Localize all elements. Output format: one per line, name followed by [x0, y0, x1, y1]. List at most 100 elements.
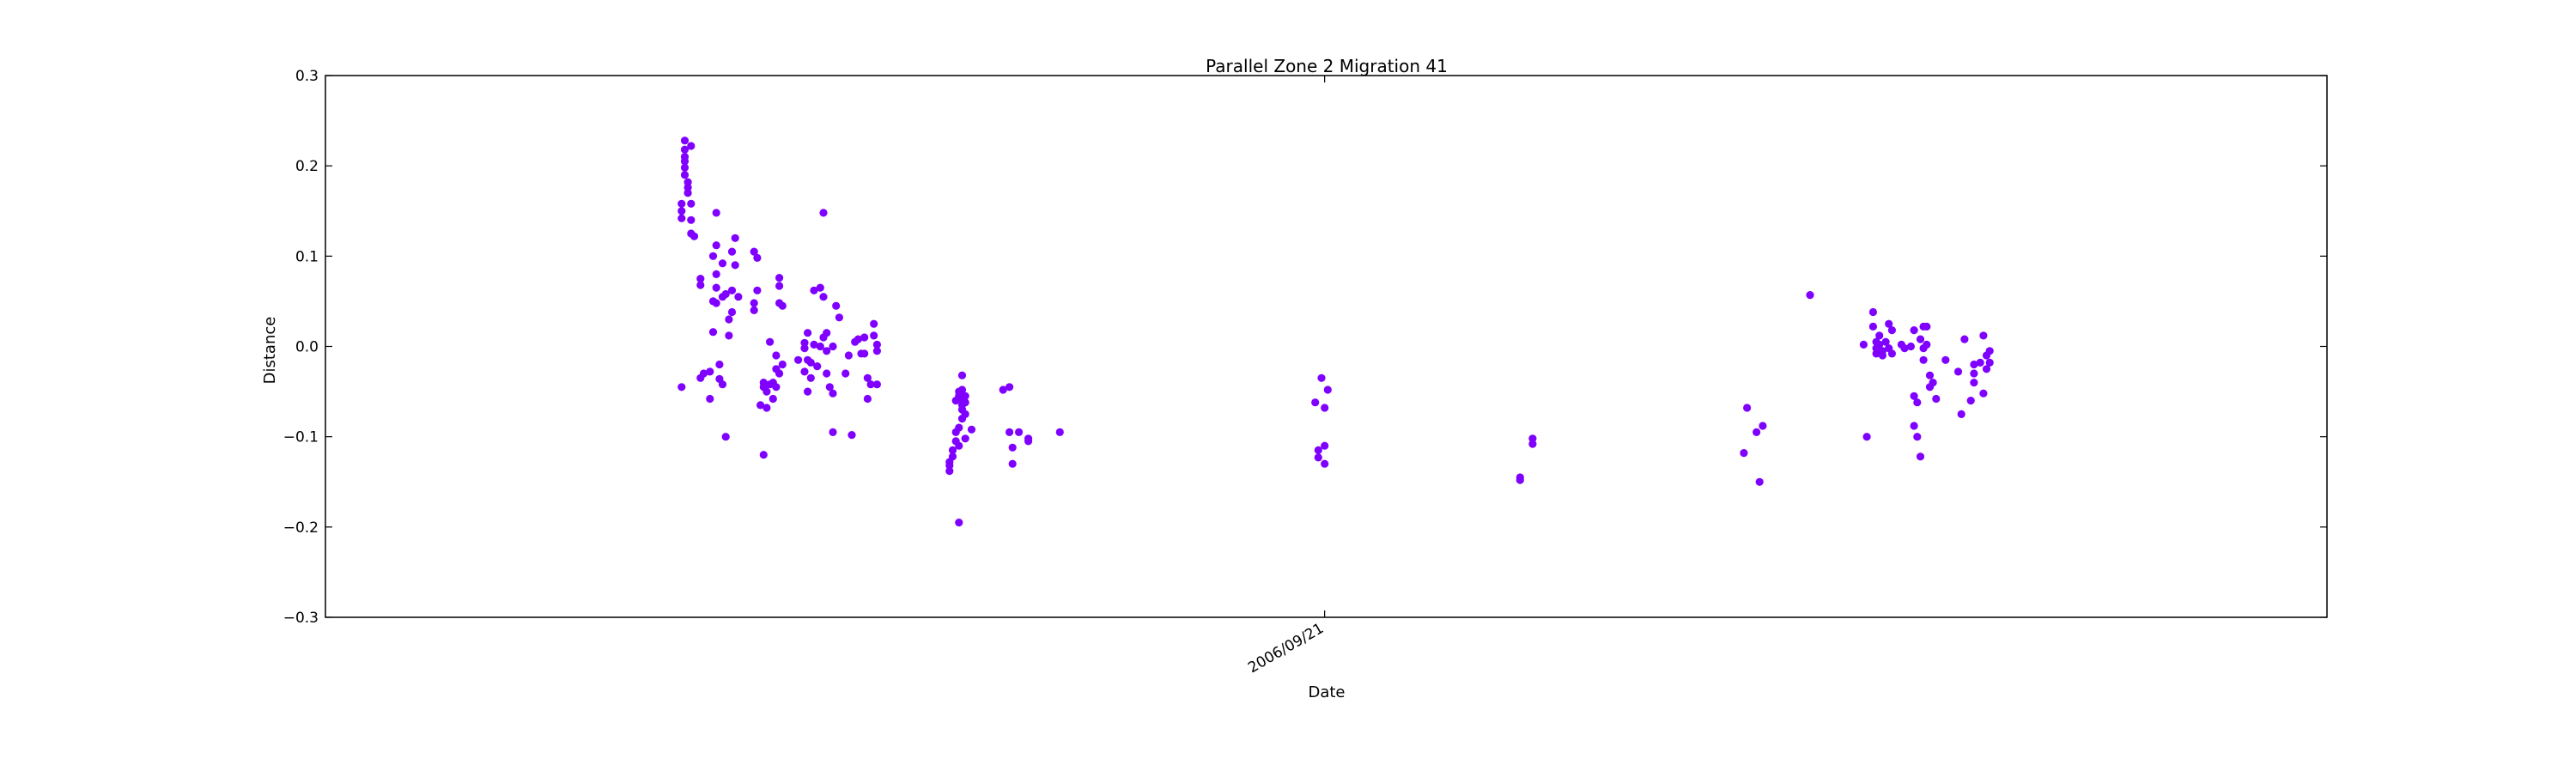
y-axis-ticks: −0.3 −0.2 −0.1 0.0 0.1 0.2 0.3 — [283, 68, 2327, 627]
data-point — [1913, 398, 1922, 407]
data-point — [823, 369, 831, 378]
data-point — [708, 328, 718, 337]
data-point — [683, 178, 692, 186]
data-point — [687, 199, 696, 208]
data-point — [1516, 476, 1524, 484]
data-point — [687, 215, 696, 224]
data-point — [800, 344, 809, 353]
data-point — [819, 209, 828, 217]
data-point — [731, 234, 739, 242]
data-point — [1008, 459, 1017, 468]
data-point — [854, 335, 863, 343]
data-point — [1970, 360, 1978, 369]
data-point — [1875, 331, 1884, 340]
data-point — [844, 351, 854, 360]
data-point — [778, 301, 787, 310]
data-point — [1957, 410, 1965, 418]
data-point — [708, 252, 718, 260]
data-point — [1910, 392, 1918, 400]
data-point — [1317, 373, 1326, 382]
data-point — [680, 157, 690, 166]
data-point — [1868, 322, 1877, 331]
data-point — [1913, 433, 1922, 441]
data-point — [1528, 440, 1537, 448]
data-point — [961, 410, 969, 418]
data-point — [1015, 428, 1024, 436]
data-point — [1900, 344, 1909, 353]
data-point — [769, 394, 777, 404]
data-point — [690, 232, 699, 240]
data-point — [1906, 342, 1915, 351]
data-point — [961, 398, 969, 407]
data-point — [819, 293, 828, 301]
data-point — [829, 389, 837, 398]
y-tick-label: −0.2 — [283, 519, 319, 537]
data-point — [718, 259, 727, 268]
data-point — [1759, 422, 1767, 430]
data-point — [961, 434, 969, 443]
data-point — [816, 283, 824, 292]
data-point — [1743, 404, 1752, 412]
data-point — [712, 270, 720, 278]
data-point — [1982, 365, 1991, 373]
data-point — [794, 355, 803, 364]
data-point — [1923, 322, 1931, 331]
data-point — [1953, 367, 1963, 376]
data-points — [677, 137, 1994, 527]
data-point — [1862, 433, 1871, 441]
data-point — [1970, 369, 1978, 378]
x-axis-ticks: 2006/09/21 — [1245, 76, 1327, 677]
data-point — [734, 293, 743, 301]
data-point — [1024, 437, 1033, 446]
data-point — [945, 467, 954, 476]
data-point — [753, 286, 762, 294]
data-point — [810, 286, 818, 294]
y-axis-label: Distance — [261, 317, 279, 385]
data-point — [863, 373, 872, 382]
data-point — [804, 387, 812, 396]
data-point — [804, 329, 812, 337]
data-point — [835, 313, 844, 322]
data-point — [775, 282, 784, 290]
x-axis-label: Date — [1308, 683, 1345, 701]
y-tick-label: 0.2 — [295, 158, 319, 175]
data-point — [753, 253, 762, 262]
data-point — [1881, 337, 1890, 346]
data-point — [860, 333, 869, 342]
data-point — [677, 383, 686, 392]
data-point — [1941, 355, 1950, 364]
data-point — [823, 347, 831, 355]
data-point — [1005, 428, 1014, 436]
data-point — [677, 214, 686, 222]
data-point — [800, 338, 809, 347]
data-point — [961, 392, 969, 400]
data-point — [825, 383, 834, 392]
data-point — [1753, 428, 1761, 436]
data-point — [721, 289, 730, 299]
data-point — [823, 329, 831, 337]
data-point — [762, 387, 771, 396]
data-point — [870, 319, 878, 328]
data-point — [1910, 422, 1918, 430]
data-point — [1970, 379, 1978, 387]
data-point — [1755, 477, 1764, 486]
data-point — [712, 241, 720, 250]
data-point — [725, 315, 733, 324]
data-point — [1916, 452, 1925, 461]
data-point — [860, 349, 869, 358]
data-point — [712, 299, 720, 307]
data-point — [810, 340, 818, 349]
data-point — [1314, 446, 1322, 455]
data-point — [816, 342, 824, 351]
data-point — [750, 299, 758, 307]
data-point — [772, 351, 781, 360]
data-point — [813, 362, 822, 371]
data-point — [848, 431, 856, 440]
y-tick-label: 0.3 — [295, 68, 319, 85]
data-point — [731, 261, 739, 270]
data-point — [1925, 371, 1935, 379]
data-point — [806, 373, 815, 382]
data-point — [800, 367, 809, 376]
data-point — [1979, 331, 1988, 340]
data-point — [677, 199, 686, 208]
